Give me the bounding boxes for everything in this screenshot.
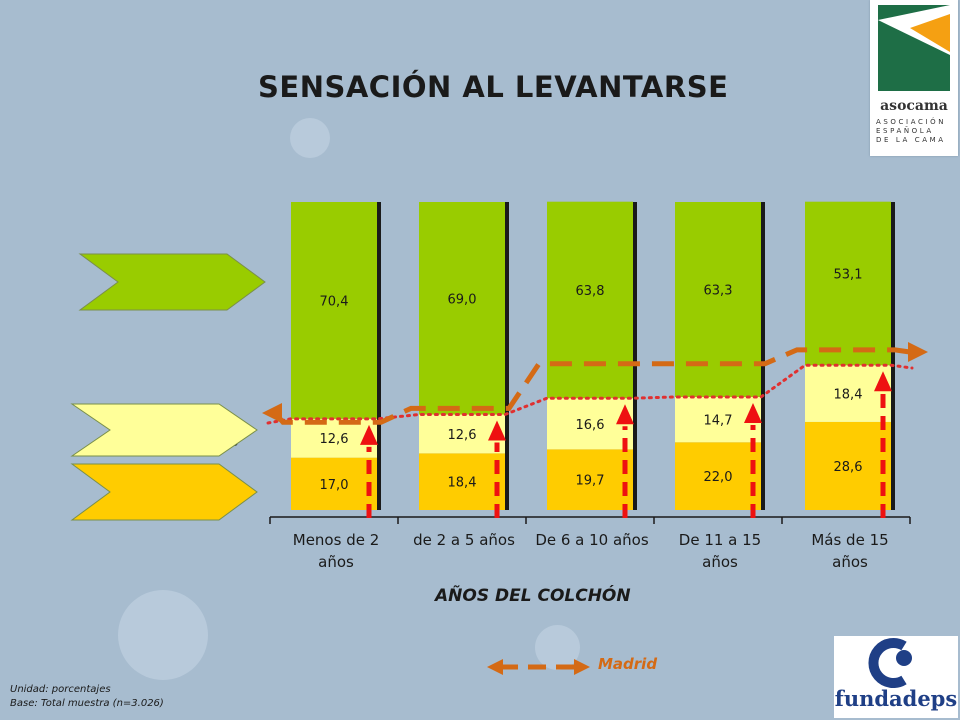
bar-shadow — [505, 202, 509, 510]
x-tick-label: de 2 a 5 años — [413, 531, 515, 549]
footnote-unit: Unidad: porcentajes — [10, 684, 111, 695]
data-label-energia: 53,1 — [834, 267, 863, 282]
bar-shadow — [377, 202, 381, 510]
bar-shadow — [761, 202, 765, 510]
bar-segment-cansado — [547, 449, 633, 510]
x-axis-title: AÑOS DEL COLCHÓN — [435, 586, 631, 606]
bar-shadow — [633, 202, 637, 510]
increase-marker-arrowhead — [616, 404, 634, 425]
legend-arrow-cansado — [70, 463, 258, 521]
x-tick-label: De 11 a 15 — [679, 531, 761, 549]
asocama-subtitle: ASOCIACIÓN ESPAÑOLA DE LA CAMA — [876, 118, 947, 144]
bar-segment-dolores — [805, 365, 891, 422]
data-label-cansado: 28,6 — [834, 460, 863, 475]
fundadeps-logo-mark — [868, 638, 912, 688]
data-label-energia: 63,3 — [704, 283, 733, 298]
data-label-dolores: 12,6 — [320, 432, 349, 447]
bar-segment-dolores — [291, 418, 377, 458]
data-label-energia: 69,0 — [448, 292, 477, 307]
madrid-legend-right-arrowhead — [574, 659, 590, 675]
asocama-logo: asocama ASOCIACIÓN ESPAÑOLA DE LA CAMA — [870, 0, 958, 156]
legend-arrow-energia — [78, 253, 266, 311]
asocama-logo-mark — [878, 5, 950, 91]
madrid-legend-left-arrowhead — [487, 659, 503, 675]
background-circle — [290, 118, 330, 158]
madrid-line-right-arrowhead — [908, 342, 928, 362]
madrid-legend-label: Madrid — [598, 655, 658, 673]
data-label-cansado: 22,0 — [704, 470, 733, 485]
data-label-dolores: 16,6 — [576, 418, 605, 433]
x-tick-label: Menos de 2 — [293, 531, 380, 549]
data-label-cansado: 18,4 — [448, 476, 477, 491]
x-tick-label: De 6 a 10 años — [535, 531, 649, 549]
bar-segment-cansado — [805, 421, 891, 510]
increase-marker-arrowhead — [874, 371, 892, 392]
x-tick-label: Más de 15 — [811, 531, 888, 549]
data-label-dolores: 12,6 — [448, 428, 477, 443]
madrid-line-left-arrowhead — [262, 403, 282, 423]
bar-segment-energia — [547, 201, 633, 399]
asocama-brand-text: asocama — [880, 98, 948, 114]
fundadeps-brand-text: fundadeps — [834, 686, 958, 711]
x-tick-label: años — [318, 553, 354, 571]
legend-arrow-dolores — [70, 403, 258, 457]
bar-segment-energia — [805, 201, 891, 366]
data-label-cansado: 17,0 — [320, 478, 349, 493]
data-label-energia: 63,8 — [576, 284, 605, 299]
fundadeps-logo: fundadeps — [834, 636, 958, 718]
data-label-dolores: 18,4 — [834, 388, 863, 403]
slide-title: SENSACIÓN AL LEVANTARSE — [258, 70, 729, 104]
x-tick-label: años — [832, 553, 868, 571]
bar-segment-dolores — [419, 414, 505, 454]
x-tick-label: años — [702, 553, 738, 571]
increase-marker-arrowhead — [360, 424, 378, 445]
bar-segment-cansado — [675, 442, 761, 510]
background-circle — [535, 625, 580, 670]
increase-marker-arrowhead — [488, 420, 506, 441]
background-circle — [118, 590, 208, 680]
footnote-base: Base: Total muestra (n=3.026) — [10, 698, 164, 709]
footnote: Unidad: porcentajes Base: Total muestra … — [10, 683, 164, 711]
bar-segment-energia — [419, 202, 505, 415]
data-label-dolores: 14,7 — [704, 414, 733, 429]
bar-segment-energia — [291, 202, 377, 419]
bar-segment-cansado — [291, 457, 377, 510]
madrid-dashed-line — [273, 347, 911, 425]
bar-segment-energia — [675, 202, 761, 397]
data-label-cansado: 19,7 — [576, 474, 605, 489]
bar-segment-cansado — [419, 453, 505, 510]
data-label-energia: 70,4 — [320, 294, 349, 309]
bar-shadow — [891, 202, 895, 510]
increase-marker-arrowhead — [744, 402, 762, 423]
